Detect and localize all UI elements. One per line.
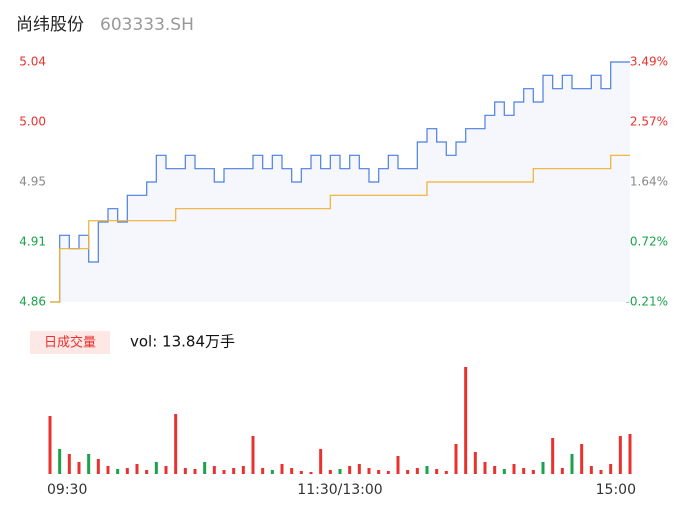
y-tick-label: 4.86: [19, 295, 46, 309]
volume-bar: [96, 459, 100, 474]
volume-label: 日成交量: [44, 335, 96, 351]
y2-tick-label: 2.57%: [630, 115, 668, 129]
volume-bar: [560, 468, 564, 474]
volume-bar: [493, 466, 497, 474]
volume-bar: [357, 464, 361, 474]
volume-bar: [531, 470, 535, 474]
volume-bar: [67, 454, 71, 474]
volume-bar: [589, 466, 593, 474]
y2-tick-label: 3.49%: [630, 55, 668, 69]
x-tick-label: 11:30/13:00: [297, 482, 382, 498]
volume-tag: [30, 331, 110, 354]
volume-bar: [415, 468, 419, 474]
volume-bar: [299, 471, 303, 474]
x-tick-label: 15:00: [596, 482, 636, 498]
volume-bar: [251, 436, 255, 474]
stock-code: 603333.SH: [100, 15, 194, 35]
volume-bar: [270, 470, 274, 474]
volume-bar: [580, 444, 584, 474]
volume-bar: [203, 462, 207, 474]
volume-bar: [116, 469, 120, 474]
volume-bar: [309, 472, 313, 474]
volume-bar: [464, 367, 468, 474]
volume-bar: [628, 434, 632, 474]
volume-bar: [145, 470, 149, 474]
series-line: [50, 61, 630, 303]
volume-bar: [87, 454, 91, 474]
volume-bar: [618, 436, 622, 474]
x-tick-label: 09:30: [47, 482, 87, 498]
volume-bar: [425, 466, 429, 474]
volume-bar: [212, 466, 216, 474]
volume-bar: [280, 464, 284, 474]
volume-bar: [406, 470, 410, 474]
y-tick-label: 5.04: [19, 55, 46, 69]
volume-bar: [125, 468, 129, 474]
volume-bar: [512, 464, 516, 474]
volume-bar: [193, 469, 197, 474]
volume-bar: [570, 454, 574, 474]
volume-bar: [348, 466, 352, 474]
volume-bar: [444, 471, 448, 474]
y2-tick-label: 1.64%: [630, 175, 668, 189]
volume-bar: [48, 416, 52, 474]
volume-bar: [222, 470, 226, 474]
volume-bar: [377, 470, 381, 474]
volume-bar: [183, 468, 187, 474]
series-line: [50, 154, 630, 303]
volume-bar: [473, 452, 477, 474]
volume-bar: [290, 468, 294, 474]
volume-bar: [164, 466, 168, 474]
volume-bar: [154, 462, 158, 474]
y-tick-label: 5.00: [19, 115, 46, 129]
y2-tick-label: 0.72%: [630, 235, 668, 249]
volume-bar: [135, 464, 139, 474]
volume-bar: [367, 468, 371, 474]
y-tick-label: 4.95: [19, 175, 46, 189]
volume-bar: [522, 468, 526, 474]
volume-bar: [319, 449, 323, 474]
volume-bar: [454, 444, 458, 474]
volume-bar: [241, 466, 245, 474]
volume-total: vol: 13.84万手: [130, 333, 235, 351]
volume-bar: [435, 469, 439, 474]
volume-bar: [599, 470, 603, 474]
volume-bar: [386, 471, 390, 474]
volume-bar: [609, 464, 613, 474]
volume-bar: [396, 456, 400, 474]
volume-bar: [502, 469, 506, 474]
volume-bar: [232, 468, 236, 474]
volume-bar: [338, 469, 342, 474]
volume-bar: [58, 449, 62, 474]
volume-bar: [551, 438, 555, 474]
volume-bar: [541, 462, 545, 474]
stock-name: 尚纬股份: [16, 15, 84, 35]
y2-tick-label: -0.21%: [626, 295, 668, 309]
volume-bar: [106, 466, 110, 474]
volume-bar: [328, 470, 332, 474]
volume-bar: [483, 462, 487, 474]
y-tick-label: 4.91: [19, 235, 46, 249]
volume-bar: [77, 462, 81, 474]
volume-bar: [174, 414, 178, 474]
volume-bar: [261, 468, 265, 474]
